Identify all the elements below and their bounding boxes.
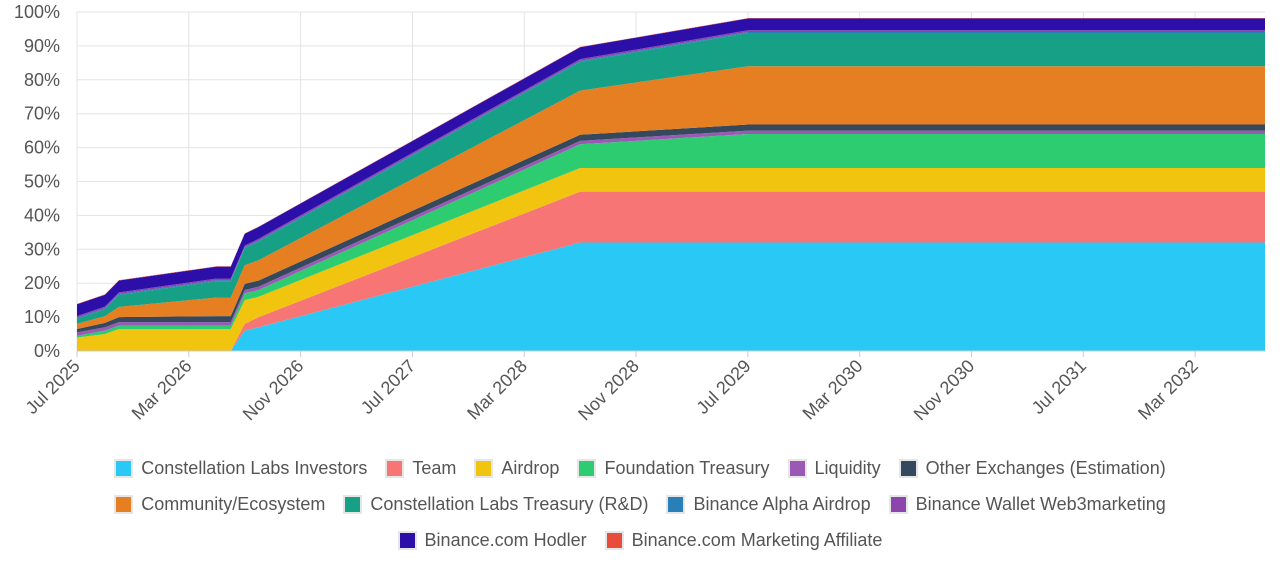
y-tick-label: 70% (24, 104, 60, 124)
legend-item[interactable]: Constellation Labs Treasury (R&D) (343, 494, 648, 515)
legend-label: Binance.com Marketing Affiliate (631, 529, 883, 550)
legend-item[interactable]: Other Exchanges (Estimation) (898, 457, 1166, 479)
legend-item[interactable]: Binance.com Marketing Affiliate (604, 529, 883, 551)
y-tick-label: 30% (24, 239, 60, 259)
legend-label: Liquidity (814, 457, 881, 478)
legend-row: Constellation Labs Investors Team Airdrop F… (0, 450, 1280, 486)
area-airdrop (77, 167, 1265, 351)
legend-item[interactable]: Binance.com Hodler (397, 529, 587, 551)
x-tick-label: Nov 2028 (574, 356, 643, 425)
legend-row: Community/Ecosystem Constellation Labs Tr… (0, 486, 1280, 522)
legend-swatch (114, 494, 134, 514)
legend-row: Binance.com Hodler Binance.com Marketing … (0, 522, 1280, 558)
legend-swatch (604, 530, 624, 550)
y-tick-label: 60% (24, 138, 60, 158)
legend-swatch (343, 494, 363, 514)
legend-label: Community/Ecosystem (141, 493, 326, 514)
y-tick-label: 10% (24, 307, 60, 327)
area-constellation-labs-treasury-r-d (77, 33, 1265, 324)
x-tick-label: Mar 2030 (799, 356, 867, 424)
x-tick-label: Mar 2032 (1134, 356, 1202, 424)
x-tick-label: Jul 2029 (692, 356, 754, 418)
y-tick-label: 80% (24, 70, 60, 90)
y-tick-label: 20% (24, 273, 60, 293)
legend-item[interactable]: Team (385, 458, 456, 479)
x-tick-label: Jul 2025 (22, 356, 84, 418)
legend-item[interactable]: Liquidity (787, 457, 881, 479)
legend-swatch (888, 494, 908, 514)
legend-label: Airdrop (501, 457, 560, 478)
legend-label: Binance Wallet Web3marketing (915, 493, 1166, 514)
legend-label: Binance Alpha Airdrop (693, 493, 871, 514)
area-series-group (77, 18, 1265, 351)
legend-swatch (898, 458, 918, 478)
legend-swatch (577, 458, 597, 478)
legend-label: Binance.com Hodler (424, 529, 587, 550)
area-foundation-treasury (77, 134, 1265, 338)
legend: Constellation Labs Investors Team Airdrop F… (0, 450, 1280, 558)
y-tick-label: 0% (34, 341, 60, 361)
legend-label: Constellation Labs Investors (141, 457, 368, 478)
y-tick-label: 100% (14, 2, 60, 22)
legend-swatch (114, 458, 134, 478)
legend-item[interactable]: Constellation Labs Investors (114, 458, 367, 479)
legend-label: Team (412, 457, 457, 478)
x-tick-label: Jul 2031 (1028, 356, 1090, 418)
legend-swatch (474, 458, 494, 478)
x-tick-label: Nov 2030 (910, 356, 979, 425)
area-constellation-labs-investors (77, 242, 1265, 351)
legend-swatch (385, 458, 405, 478)
area-community-ecosystem (77, 66, 1265, 329)
x-tick-label: Mar 2028 (463, 356, 531, 424)
x-tick-label: Mar 2026 (128, 356, 196, 424)
x-tick-label: Nov 2026 (239, 356, 308, 425)
y-tick-label: 50% (24, 172, 60, 192)
x-tick-label: Jul 2027 (357, 356, 419, 418)
y-tick-label: 40% (24, 205, 60, 225)
legend-item[interactable]: Airdrop (474, 458, 559, 479)
y-tick-label: 90% (24, 36, 60, 56)
area-team (77, 191, 1265, 351)
legend-label: Constellation Labs Treasury (R&D) (370, 493, 649, 514)
legend-item[interactable]: Community/Ecosystem (114, 494, 325, 515)
legend-label: Other Exchanges (Estimation) (925, 457, 1166, 478)
legend-swatch (666, 494, 686, 514)
legend-item[interactable]: Foundation Treasury (577, 457, 770, 479)
legend-label: Foundation Treasury (604, 457, 770, 478)
stacked-area-chart: 0% 10% 20% 30% 40% 50% 60% 70% 80% 90% 100% Jul 202… (14, 2, 1265, 425)
legend-item[interactable]: Binance Wallet Web3marketing (888, 493, 1166, 515)
legend-swatch (397, 530, 417, 550)
legend-swatch (787, 458, 807, 478)
legend-item[interactable]: Binance Alpha Airdrop (666, 493, 871, 515)
